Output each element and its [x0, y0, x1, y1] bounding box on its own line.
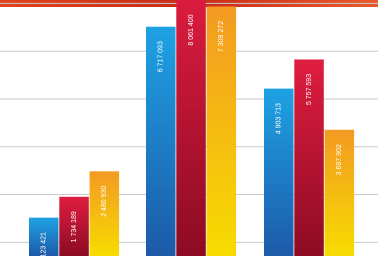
value-label: 7 309 272	[218, 21, 225, 52]
value-label: 5 757 593	[306, 74, 313, 105]
value-label: 4 903 713	[276, 103, 283, 134]
chart: 1 123 421 6 717 093 4 903 713 1 734 189 8 06…	[0, 0, 378, 256]
value-label: 3 697 902	[336, 144, 343, 175]
value-label: 1 123 421	[41, 232, 48, 256]
value-label: 1 734 189	[71, 211, 78, 242]
value-label: 2 480 930	[101, 186, 108, 217]
value-label: 8 061 400	[188, 14, 195, 45]
value-label: 6 717 093	[158, 41, 165, 72]
